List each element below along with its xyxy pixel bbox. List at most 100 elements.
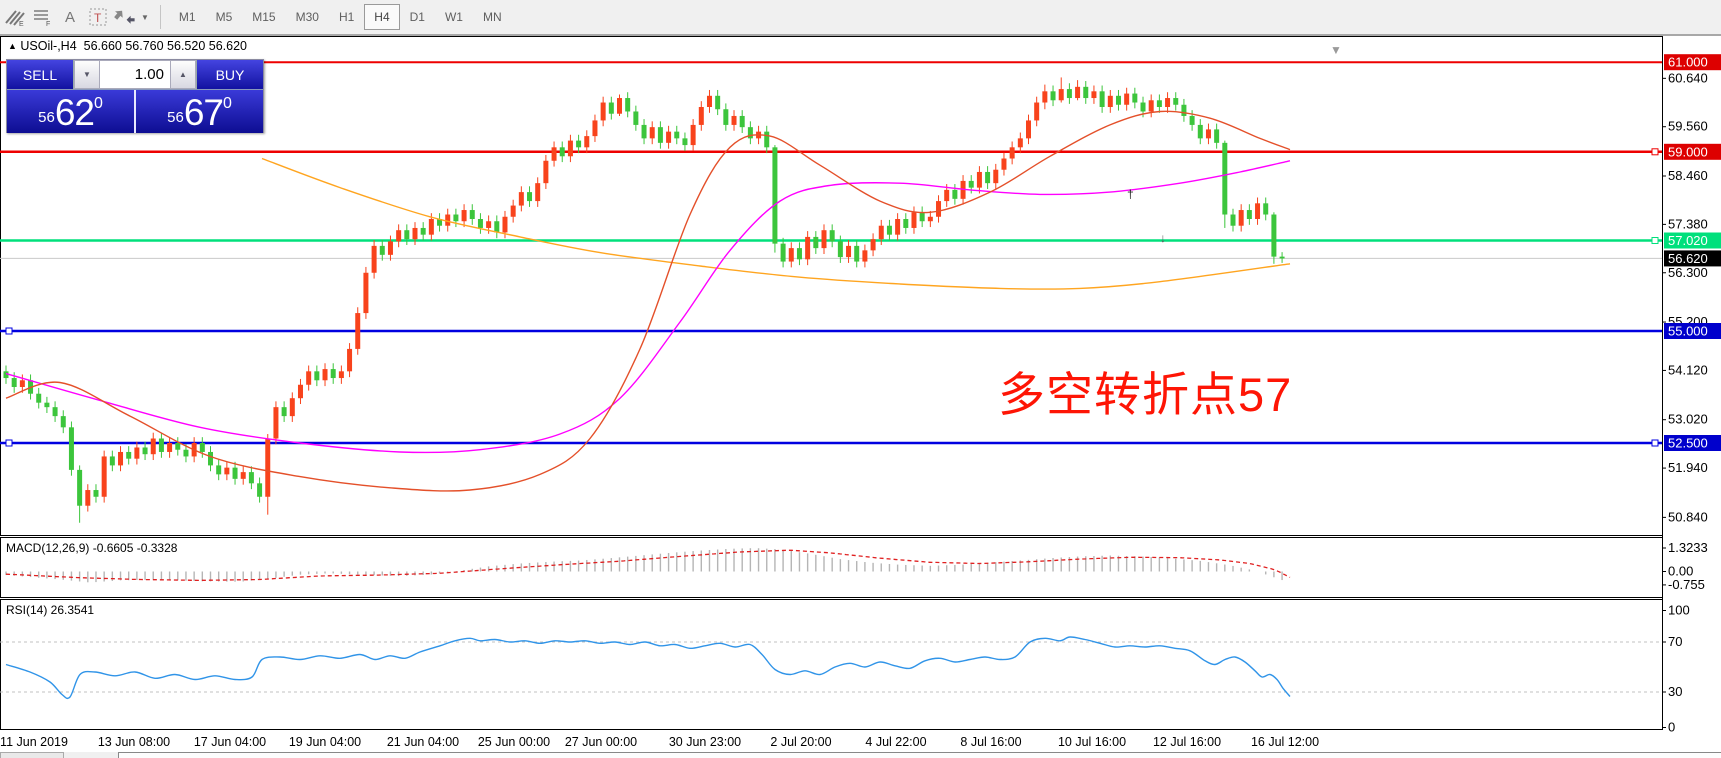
candle-body [633, 111, 639, 125]
hline-handle[interactable] [5, 327, 13, 335]
candle-body [216, 465, 222, 475]
candle-body [118, 451, 124, 466]
candle-body [796, 248, 802, 260]
price-tick-label: 57.380 [1668, 216, 1708, 231]
candle-body [747, 127, 753, 139]
candle-body [682, 138, 688, 146]
price-tag-label: 55.000 [1668, 324, 1708, 339]
candle-body [150, 438, 156, 455]
date-tick-label: 12 Jul 16:00 [1153, 735, 1221, 749]
sell-price-display[interactable]: 56 62 0 [7, 90, 136, 133]
candle-body [68, 427, 74, 470]
candle-body [437, 219, 443, 226]
timeframe-button-mn[interactable]: MN [482, 10, 502, 24]
candle-body [387, 241, 393, 255]
candle-body [985, 171, 991, 184]
candle-body [551, 147, 557, 161]
candle-body [396, 230, 402, 242]
textbox-t-icon[interactable]: T [85, 4, 111, 30]
timeframe-button-m30[interactable]: M30 [295, 10, 319, 24]
buy-button[interactable]: BUY [196, 60, 263, 89]
timeframe-button-m1[interactable]: M1 [178, 10, 196, 24]
sell-button[interactable]: SELL [7, 60, 74, 89]
chart-canvas[interactable]: †↓▼60.64059.56058.46057.38056.30055.2005… [0, 36, 1721, 758]
candle-body [232, 467, 238, 479]
date-tick-label: 16 Jul 12:00 [1251, 735, 1319, 749]
chart-title: ▲ USOil-,H4 56.660 56.760 56.520 56.620 [8, 39, 247, 53]
candle-body [600, 102, 606, 121]
candle-body [576, 140, 582, 148]
svg-text:F: F [46, 21, 50, 27]
date-tick-label: 8 Jul 16:00 [960, 735, 1021, 749]
timeframe-button-d1[interactable]: D1 [409, 10, 425, 24]
candle-body [11, 378, 17, 387]
candle-body [846, 245, 852, 258]
timeframe-button-w1[interactable]: W1 [444, 10, 463, 24]
candle-body [306, 371, 312, 385]
candle-body [993, 169, 999, 184]
macd-tick-label: -0.755 [1668, 577, 1705, 592]
candle-body [772, 147, 778, 244]
grid-f-icon[interactable]: F [29, 4, 55, 30]
candle-body [641, 124, 647, 139]
candle-body [870, 239, 876, 251]
objects-crayon-icon[interactable]: E [1, 4, 27, 30]
cursor-mode-icon[interactable]: ▼ [113, 4, 149, 30]
collapse-arrow-icon[interactable]: ▲ [8, 41, 17, 51]
price-tag-59.000 [1664, 143, 1721, 160]
chart-mark-glyph: ↓ [1160, 231, 1166, 245]
candle-body [976, 171, 982, 188]
candle-body [1181, 104, 1187, 116]
candle-body [1091, 91, 1097, 99]
candle-body [142, 447, 148, 455]
timeframe-button-h1[interactable]: H1 [338, 10, 355, 24]
horizontal-scrollbar[interactable] [118, 752, 1721, 758]
hline-handle[interactable] [1651, 439, 1659, 447]
candle-body [919, 212, 925, 222]
hline-handle[interactable] [1651, 237, 1659, 245]
hline-handle[interactable] [5, 439, 13, 447]
one-click-trading-panel: SELL ▼ 1.00 ▲ BUY 56 62 0 56 67 0 [6, 59, 264, 133]
candle-body [1034, 102, 1040, 121]
candle-body [723, 109, 729, 125]
candle-body [854, 245, 860, 262]
candle-body [1279, 256, 1285, 259]
candle-body [1156, 100, 1162, 107]
volume-input[interactable]: 1.00 [100, 60, 170, 89]
volume-increase-button[interactable]: ▲ [170, 60, 196, 89]
hline-handle[interactable] [1651, 148, 1659, 156]
candle-body [379, 245, 385, 255]
candle-body [404, 230, 410, 240]
text-a-icon[interactable]: A [64, 8, 75, 26]
chart-window: † ↓ ▼ 60.640 59.560 58.460 57.380 56.300 55.200 5… [0, 36, 1721, 752]
buy-price-display[interactable]: 56 67 0 [136, 90, 263, 133]
chart-annotation-text[interactable]: 多空转折点57 [998, 368, 1293, 421]
rsi-label: RSI(14) 26.3541 [6, 603, 95, 617]
candle-body [1124, 93, 1130, 105]
candle-body [821, 230, 827, 249]
date-tick-label: 19 Jun 04:00 [289, 735, 361, 749]
candle-body [314, 371, 320, 381]
candle-body [666, 131, 672, 143]
candle-body [1107, 95, 1113, 107]
sell-price-small: 56 [38, 109, 55, 126]
candle-body [518, 192, 524, 206]
candle-body [355, 313, 361, 349]
candle-body [968, 180, 974, 188]
candle-body [420, 227, 426, 235]
date-tick-label: 2 Jul 20:00 [770, 735, 831, 749]
candle-body [1165, 98, 1171, 107]
timeframe-button-m15[interactable]: M15 [252, 10, 276, 24]
candle-body [338, 371, 344, 379]
candle-body [175, 443, 181, 450]
price-tick-label: 60.640 [1668, 70, 1708, 85]
candle-body [297, 384, 303, 399]
buy-price-sup: 0 [222, 95, 232, 112]
timeframe-button-h4[interactable]: H4 [364, 4, 400, 30]
price-tag-label: 61.000 [1668, 55, 1708, 70]
volume-decrease-button[interactable]: ▼ [74, 60, 100, 89]
macd-label: MACD(12,26,9) -0.6605 -0.3328 [6, 541, 178, 555]
timeframe-button-m5[interactable]: M5 [215, 10, 233, 24]
candle-body [1026, 120, 1031, 139]
